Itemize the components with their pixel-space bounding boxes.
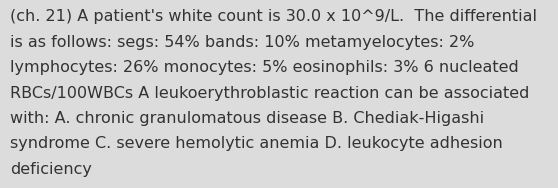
Text: (ch. 21) A patient's white count is 30.0 x 10^9/L.  The differential: (ch. 21) A patient's white count is 30.0… <box>10 9 537 24</box>
Text: RBCs/100WBCs A leukoerythroblastic reaction can be associated: RBCs/100WBCs A leukoerythroblastic react… <box>10 86 530 101</box>
Text: with: A. chronic granulomatous disease B. Chediak-Higashi: with: A. chronic granulomatous disease B… <box>10 111 484 126</box>
Text: deficiency: deficiency <box>10 162 92 177</box>
Text: syndrome C. severe hemolytic anemia D. leukocyte adhesion: syndrome C. severe hemolytic anemia D. l… <box>10 136 503 151</box>
Text: lymphocytes: 26% monocytes: 5% eosinophils: 3% 6 nucleated: lymphocytes: 26% monocytes: 5% eosinophi… <box>10 60 519 75</box>
Text: is as follows: segs: 54% bands: 10% metamyelocytes: 2%: is as follows: segs: 54% bands: 10% meta… <box>10 35 474 50</box>
